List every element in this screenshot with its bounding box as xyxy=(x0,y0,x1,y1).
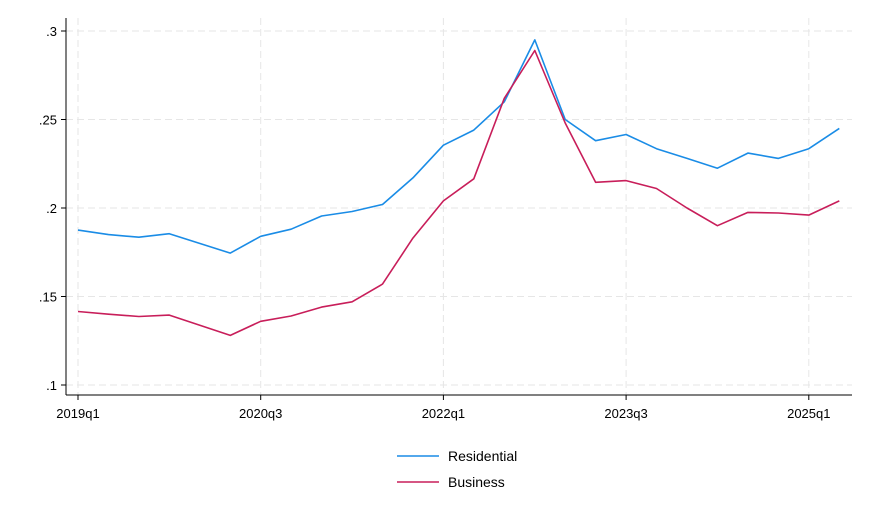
y-axis-ticks: .1 .15 .2 .25 .3 xyxy=(39,24,66,393)
axes xyxy=(65,18,852,396)
grid-lines xyxy=(66,18,852,395)
series-lines xyxy=(77,39,840,337)
y-tick-label: .1 xyxy=(46,378,57,393)
y-tick-label: .2 xyxy=(46,201,57,216)
x-tick-label: 2022q1 xyxy=(422,406,465,421)
x-tick-label: 2019q1 xyxy=(56,406,99,421)
legend-label-business: Business xyxy=(448,474,505,490)
y-tick-label: .25 xyxy=(39,113,57,128)
y-tick-label: .3 xyxy=(46,24,57,39)
series-line-business xyxy=(77,49,840,337)
x-axis-ticks: 2019q1 2020q3 2022q1 2023q3 2025q1 xyxy=(56,395,830,421)
y-tick-label: .15 xyxy=(39,290,57,305)
x-tick-label: 2025q1 xyxy=(787,406,830,421)
x-tick-label: 2023q3 xyxy=(604,406,647,421)
x-tick-label: 2020q3 xyxy=(239,406,282,421)
legend-label-residential: Residential xyxy=(448,448,517,464)
series-line-residential xyxy=(77,39,840,254)
legend: Residential Business xyxy=(397,448,517,490)
